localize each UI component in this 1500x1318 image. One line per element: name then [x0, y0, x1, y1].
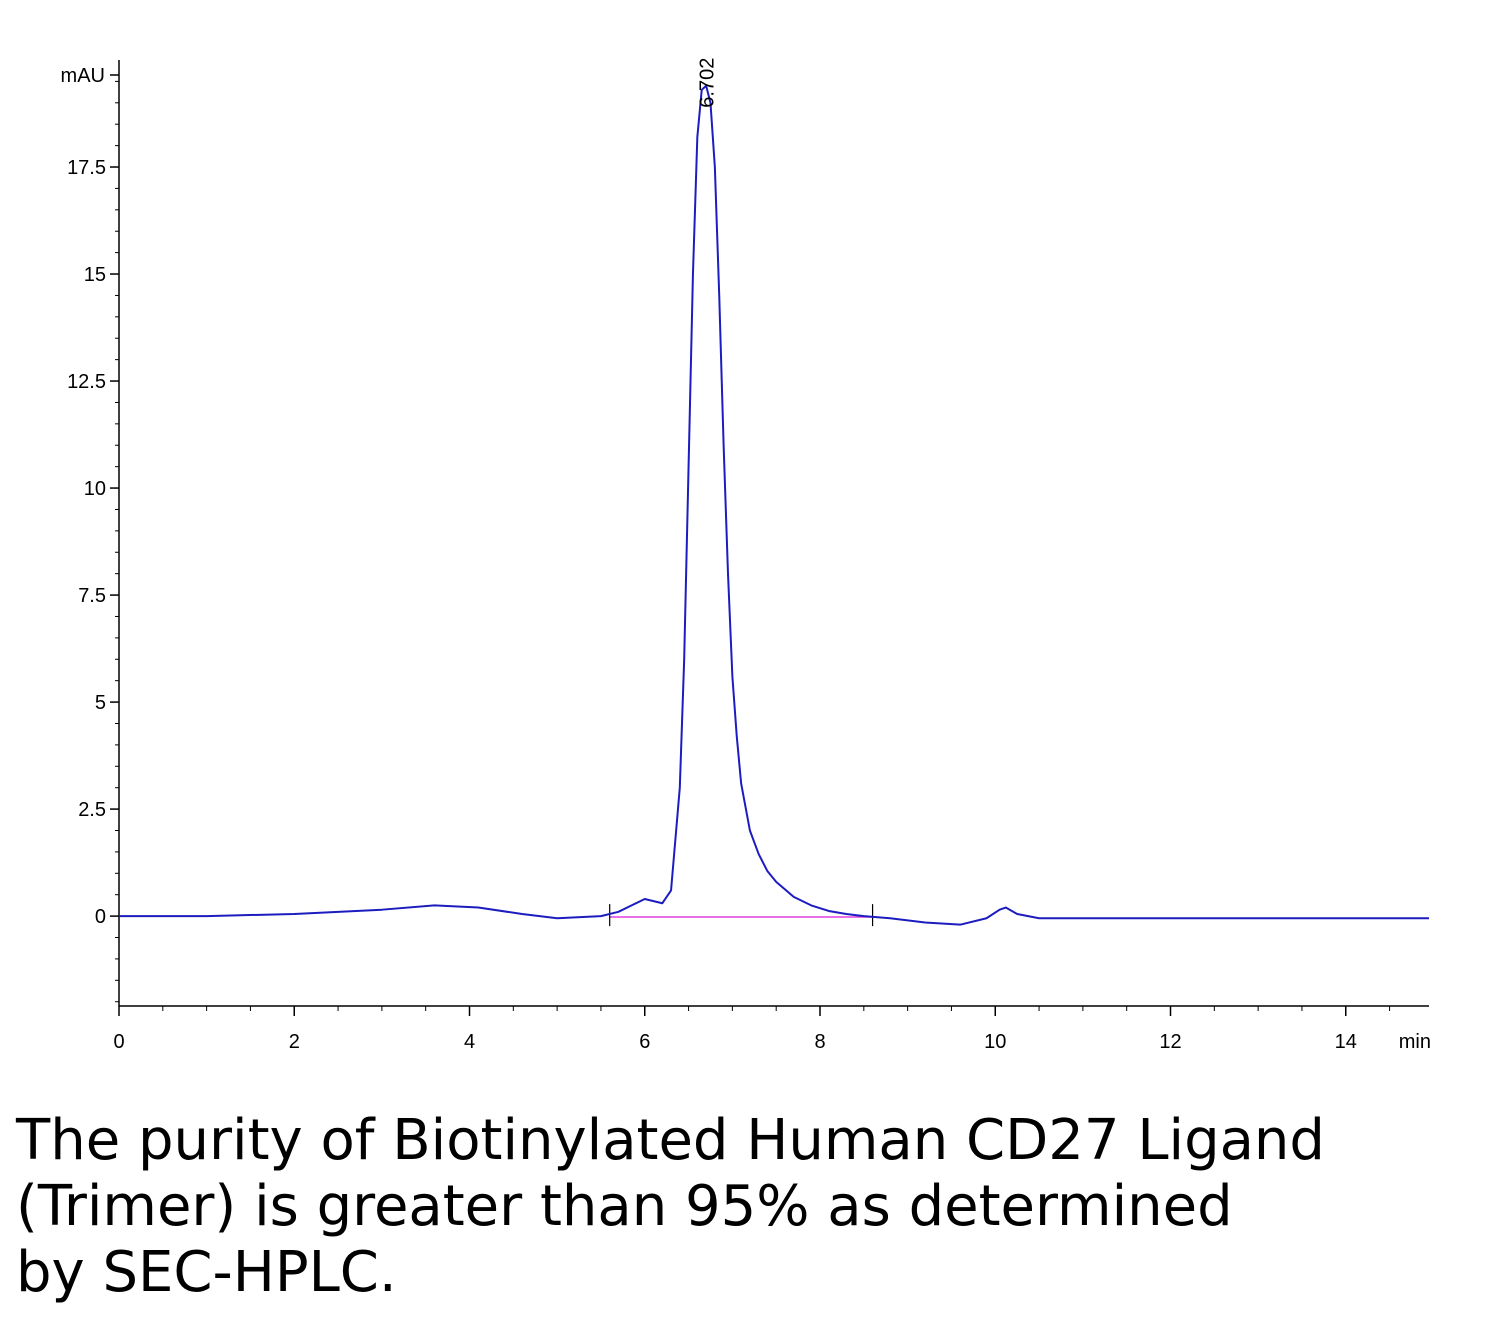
chart-svg: 0 2.5 5 7.5 10 12.5 15 17.5 mAU 0 2 4 6 8 10 12 14 min 6.7…	[61, 58, 1431, 1053]
y-tick-label: 12.5	[67, 371, 106, 393]
y-tick-label: 2.5	[78, 799, 106, 821]
y-tick-label: 17.5	[67, 157, 106, 179]
y-tick-label: 15	[84, 264, 106, 286]
caption-line-3: by SEC-HPLC.	[16, 1240, 397, 1305]
x-tick-label: 0	[113, 1031, 124, 1053]
x-tick-label: 10	[984, 1031, 1006, 1053]
y-tick-label: 10	[84, 478, 106, 500]
caption-line-1: The purity of Biotinylated Human CD27 Li…	[16, 1108, 1325, 1173]
x-tick-label: 14	[1335, 1031, 1357, 1053]
peak-retention-label: 6.702	[696, 58, 718, 108]
x-axis-label: min	[1399, 1031, 1431, 1053]
x-tick-label: 4	[464, 1031, 475, 1053]
chromatogram-chart: 0 2.5 5 7.5 10 12.5 15 17.5 mAU 0 2 4 6 8 10 12 14 min 6.7…	[61, 58, 1431, 1053]
y-tick-label: 5	[95, 692, 106, 714]
x-tick-label: 8	[814, 1031, 825, 1053]
figure-caption: The purity of Biotinylated Human CD27 Li…	[16, 1108, 1476, 1306]
x-tick-label: 2	[289, 1031, 300, 1053]
x-tick-label: 6	[639, 1031, 650, 1053]
chromatogram-trace	[119, 84, 1429, 926]
y-tick-label: 0	[95, 906, 106, 928]
y-axis-label: mAU	[61, 65, 105, 87]
x-tick-label: 12	[1159, 1031, 1181, 1053]
y-tick-label: 7.5	[78, 585, 106, 607]
caption-line-2: (Trimer) is greater than 95% as determin…	[16, 1174, 1233, 1239]
